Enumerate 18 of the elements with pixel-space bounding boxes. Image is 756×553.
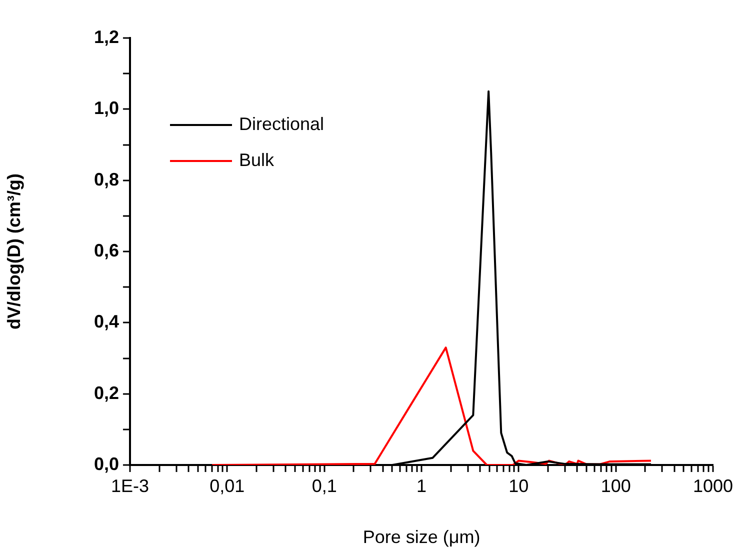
x-tick-label: 0,01: [210, 476, 245, 496]
x-tick-label: 10: [508, 476, 529, 496]
legend-label: Bulk: [239, 150, 276, 170]
y-tick-label: 0,6: [94, 240, 119, 260]
x-tick-label: 1: [416, 476, 427, 496]
x-tick-label: 100: [600, 476, 631, 496]
y-tick-label: 0,4: [94, 312, 119, 332]
y-tick-label: 1,2: [94, 26, 119, 47]
y-tick-label: 1,0: [94, 98, 119, 118]
legend-label: Directional: [239, 114, 324, 134]
y-tick-label: 0,0: [94, 454, 119, 474]
x-axis-title: Pore size (μm): [362, 527, 480, 548]
x-tick-label: 1E-3: [110, 476, 150, 496]
y-tick-label: 0,2: [94, 382, 119, 403]
x-tick-label: 1000: [692, 476, 734, 496]
x-tick-label: 0,1: [312, 476, 337, 496]
y-axis-title: dV/dlog(D) (cm³/g): [4, 174, 24, 330]
y-tick-label: 0,8: [94, 169, 119, 190]
